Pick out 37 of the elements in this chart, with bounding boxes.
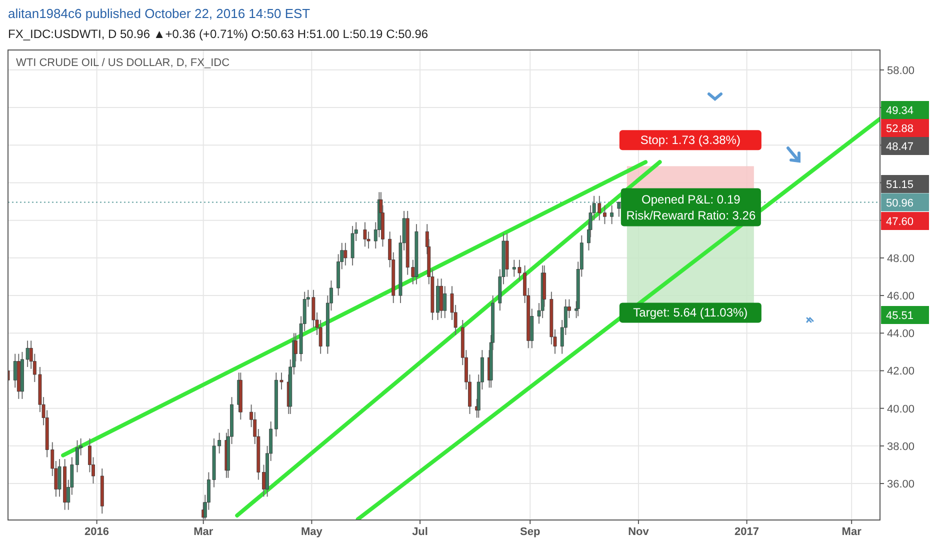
x-tick-label: Mar <box>842 526 862 538</box>
text: 51.15 <box>886 179 914 191</box>
y-tick-label: 36.00 <box>887 478 915 491</box>
text: 47.60 <box>886 216 914 228</box>
chart-title: alitan1984c6 published October 22, 2016 14:50 EST <box>8 6 310 21</box>
ref-line-label: 50.96 <box>886 197 914 210</box>
x-tick-label: Sep <box>520 526 540 538</box>
annotation: WTI CRUDE OIL / US DOLLAR, D, FX_IDC <box>16 57 230 69</box>
text: 49.34 <box>886 105 914 117</box>
x-tick-label: 2016 <box>84 526 110 538</box>
y-tick-label: 48.00 <box>887 252 915 265</box>
x-tick-label: Mar <box>194 526 214 538</box>
y-tick-label: 42.00 <box>887 366 915 378</box>
candlestick <box>617 201 621 218</box>
candlestick <box>13 353 17 388</box>
y-tick-label: 46.00 <box>887 290 915 303</box>
candlestick <box>363 222 367 248</box>
text: 48.47 <box>886 141 914 153</box>
x-tick-label: May <box>300 526 324 538</box>
y-tick-label: 38.00 <box>887 440 915 453</box>
y-tick-label: 44.00 <box>887 328 915 340</box>
band-label: Target: 5.64 (11.03%) <box>633 306 748 320</box>
y-tick-label: 40.00 <box>887 403 915 416</box>
annotation: Risk/Reward Ratio: 3.26 <box>626 208 756 222</box>
annotation: Opened P&L: 0.19 <box>642 192 741 206</box>
x-tick-label: Jul <box>412 526 428 538</box>
candlestick <box>610 204 614 225</box>
candlestick <box>344 242 348 266</box>
candlestick <box>443 286 447 319</box>
x-tick-label: Nov <box>628 526 650 538</box>
x-tick-label: 2017 <box>734 526 760 538</box>
y-tick-label: 58.00 <box>887 64 915 77</box>
band-label: Stop: 1.73 (3.38%) <box>640 133 740 148</box>
chart-subtitle: FX_IDC:USDWTI, D 50.96 ▲+0.36 (+0.71%) O:50.63 H:51.00 L:50.19 C:50.96 <box>8 27 428 41</box>
candlestick <box>603 204 606 225</box>
text: 45.51 <box>886 310 914 322</box>
text: 52.88 <box>886 123 914 135</box>
